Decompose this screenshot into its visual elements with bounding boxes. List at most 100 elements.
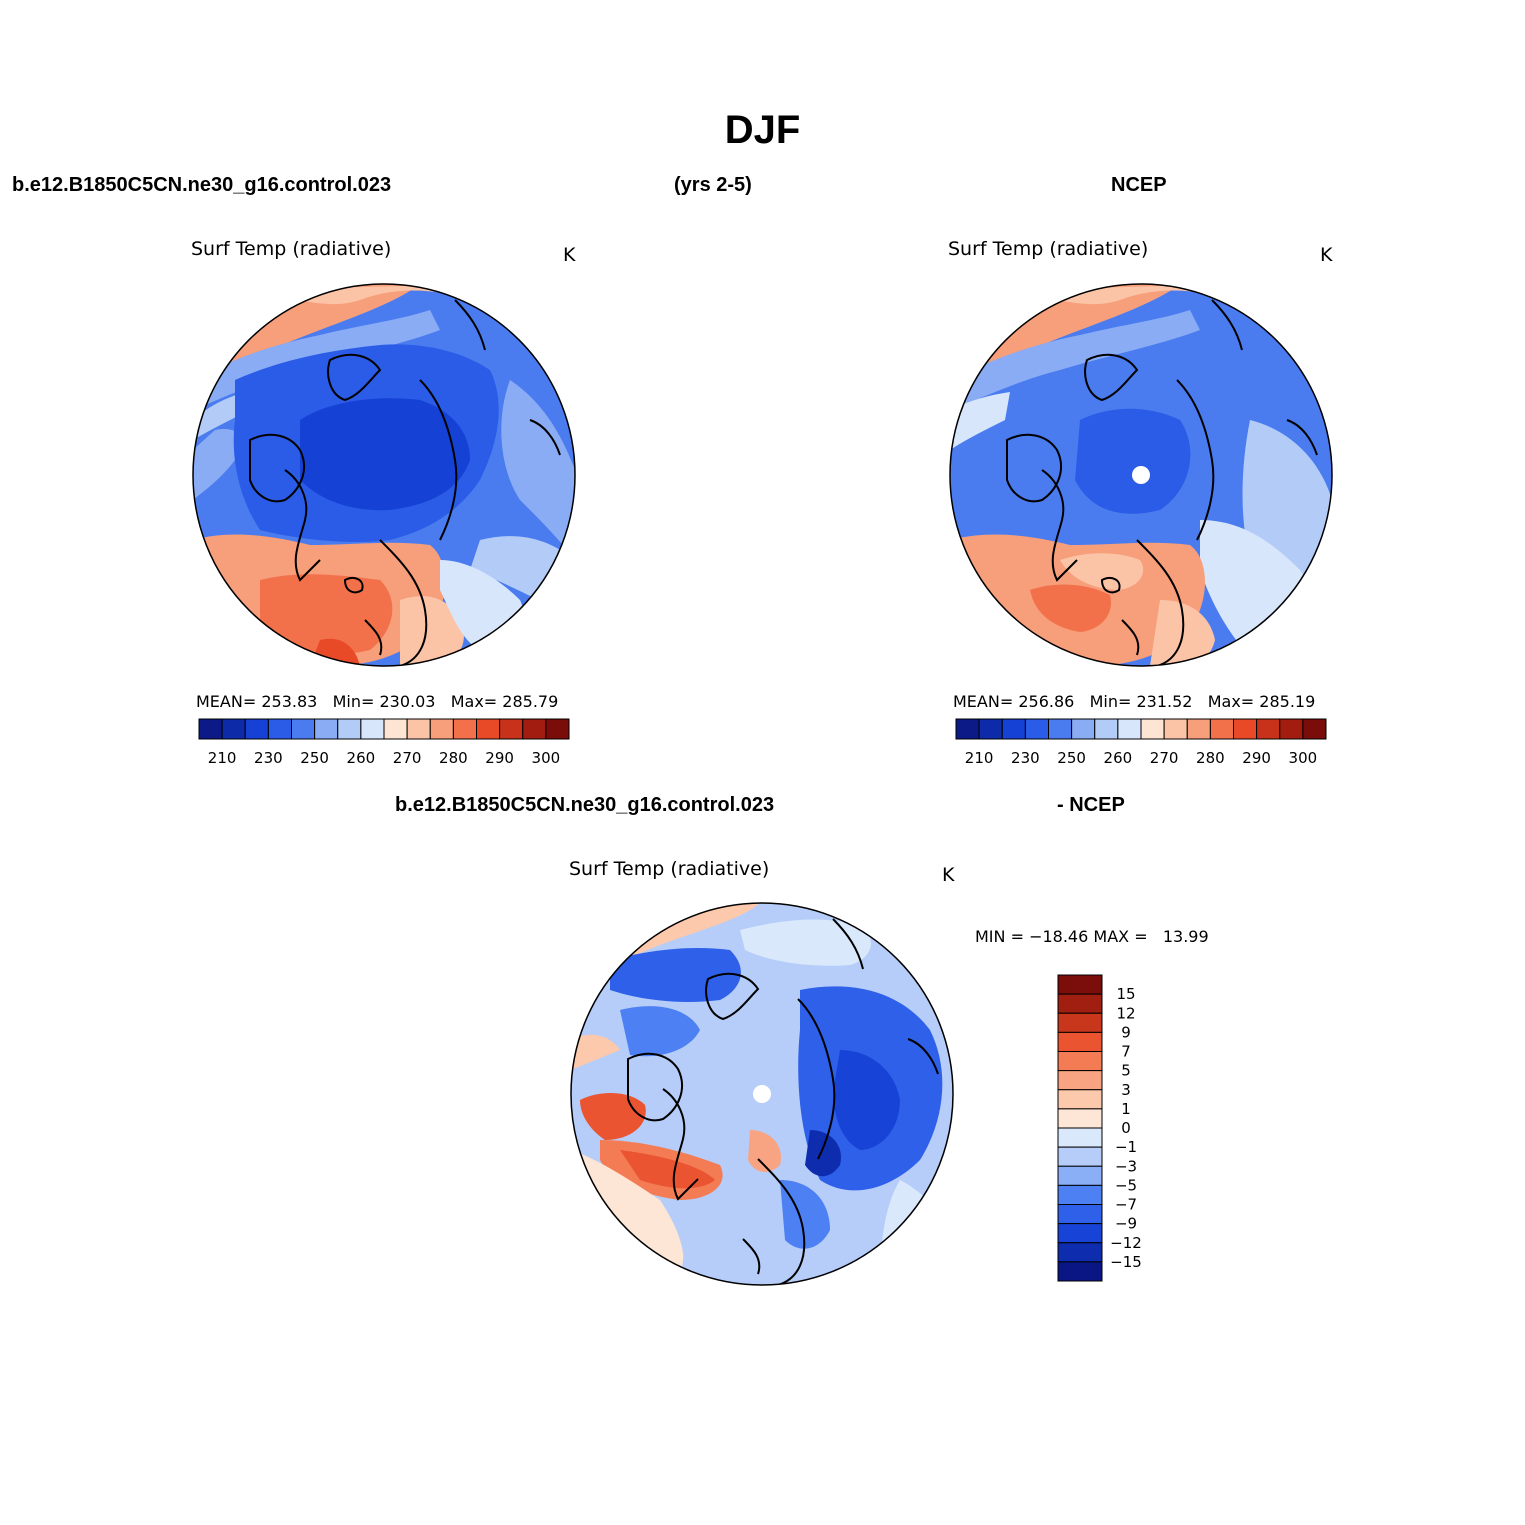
panel3-colorbar-swatch bbox=[1057, 1184, 1103, 1205]
panel2-colorbar-swatch bbox=[1233, 718, 1258, 740]
panel3-colorbar-tick-label: 0 bbox=[1121, 1119, 1131, 1137]
panel1-colorbar-tick-label: 210 bbox=[208, 749, 237, 767]
panel3-colorbar-swatch bbox=[1057, 1051, 1103, 1072]
panel3-colorbar-swatch bbox=[1057, 1146, 1103, 1167]
panel1-colorbar: 210 230 250 260 270 280 290 300 bbox=[198, 718, 570, 767]
panel3-colorbar-tick-label: 7 bbox=[1121, 1043, 1131, 1061]
panel3-colorbar-tick-label: −3 bbox=[1115, 1157, 1137, 1175]
panel2-colorbar-swatch bbox=[1048, 718, 1073, 740]
panel3-colorbar-swatch bbox=[1057, 1070, 1103, 1091]
panel1-map-border bbox=[192, 283, 576, 667]
panel3-colorbar-swatch bbox=[1057, 1165, 1103, 1186]
panel2-colorbar-swatch bbox=[1256, 718, 1281, 740]
panel3-colorbar-tick-label: −5 bbox=[1115, 1176, 1137, 1194]
panel2-colorbar-swatch bbox=[1117, 718, 1142, 740]
panel3-max-label: MAX = bbox=[1093, 927, 1148, 946]
years-header: (yrs 2-5) bbox=[674, 174, 752, 196]
panel3-colorbar-tick-label: 1 bbox=[1121, 1100, 1131, 1118]
panel3-colorbar-tick-label: 12 bbox=[1116, 1004, 1135, 1022]
panel3-colorbar-tick-label: −7 bbox=[1115, 1196, 1137, 1214]
reference-header: NCEP bbox=[1111, 174, 1167, 196]
panel1-colorbar-swatch bbox=[314, 718, 339, 740]
panel1-colorbar-tick-label: 290 bbox=[485, 749, 514, 767]
panel3-colorbar-swatch bbox=[1057, 1089, 1103, 1110]
panel1-title: Surf Temp (radiative) bbox=[191, 238, 392, 260]
panel2-colorbar-tick-label: 230 bbox=[1011, 749, 1040, 767]
panel3-colorbar-tick-label: −12 bbox=[1110, 1234, 1142, 1252]
panel3-colorbar-tick-label: −9 bbox=[1115, 1215, 1137, 1233]
panel3-units: K bbox=[942, 864, 955, 886]
panel2-colorbar-swatch bbox=[1140, 718, 1165, 740]
panel2-colorbar-swatch bbox=[1024, 718, 1049, 740]
panel1-min-label: Min= bbox=[332, 692, 375, 711]
panel1-colorbar-tick-label: 280 bbox=[439, 749, 468, 767]
panel2-colorbar-tick-label: 210 bbox=[965, 749, 994, 767]
panel3-title: Surf Temp (radiative) bbox=[569, 858, 770, 880]
panel2-colorbar-tick-label: 280 bbox=[1196, 749, 1225, 767]
panel3-max: 13.99 bbox=[1162, 927, 1209, 946]
panel2-min: 231.52 bbox=[1136, 692, 1193, 711]
panel2-colorbar-swatch bbox=[1302, 718, 1327, 740]
panel2-map-border bbox=[949, 283, 1333, 667]
panel1-mean-label: MEAN= bbox=[196, 692, 257, 711]
panel1-colorbar-swatch bbox=[267, 718, 292, 740]
panel3-colorbar-swatch bbox=[1057, 1261, 1103, 1282]
panel3-colorbar-swatch bbox=[1057, 1031, 1103, 1052]
panel2-colorbar: 210 230 250 260 270 280 290 300 bbox=[955, 718, 1327, 767]
panel2-colorbar-swatch bbox=[1279, 718, 1304, 740]
panel3-colorbar-tick-label: 5 bbox=[1121, 1062, 1131, 1080]
panel1-colorbar-swatch bbox=[476, 718, 501, 740]
diff-ref-header: - NCEP bbox=[1057, 794, 1125, 816]
panel2-min-label: Min= bbox=[1089, 692, 1132, 711]
panel2-colorbar-swatch bbox=[955, 718, 980, 740]
panel3-map bbox=[570, 902, 954, 1286]
panel3-colorbar-swatch bbox=[1057, 1012, 1103, 1033]
panel1-colorbar-swatch bbox=[291, 718, 316, 740]
panel1-colorbar-tick-label: 250 bbox=[300, 749, 329, 767]
panel2-colorbar-tick-label: 260 bbox=[1104, 749, 1133, 767]
panel2-colorbar-tick-label: 300 bbox=[1289, 749, 1318, 767]
panel2-mean: 256.86 bbox=[1018, 692, 1075, 711]
panel1-colorbar-swatch bbox=[452, 718, 477, 740]
panel3-colorbar-swatch bbox=[1057, 1204, 1103, 1225]
panel1-colorbar-swatch bbox=[406, 718, 431, 740]
panel1-colorbar-swatch bbox=[545, 718, 570, 740]
panel2-mean-label: MEAN= bbox=[953, 692, 1014, 711]
panel3-map-border bbox=[570, 902, 954, 1286]
panel2-stats: MEAN= 256.86 Min= 231.52 Max= 285.19 bbox=[953, 692, 1315, 711]
panel3-colorbar-tick-label: 3 bbox=[1121, 1081, 1131, 1099]
panel3-min-label: MIN = bbox=[975, 927, 1024, 946]
panel1-max-label: Max= bbox=[450, 692, 498, 711]
panel2-colorbar-swatch bbox=[1094, 718, 1119, 740]
panel2-max: 285.19 bbox=[1259, 692, 1316, 711]
panel1-colorbar-swatch bbox=[360, 718, 385, 740]
panel3-colorbar-swatch bbox=[1057, 1223, 1103, 1244]
panel2-colorbar-swatch bbox=[1001, 718, 1026, 740]
panel3-colorbar-swatch bbox=[1057, 993, 1103, 1014]
panel2-title: Surf Temp (radiative) bbox=[948, 238, 1149, 260]
panel1-colorbar-swatch bbox=[383, 718, 408, 740]
panel1-max: 285.79 bbox=[502, 692, 559, 711]
panel1-min: 230.03 bbox=[379, 692, 436, 711]
panel1-colorbar-tick-label: 230 bbox=[254, 749, 283, 767]
panel2-max-label: Max= bbox=[1207, 692, 1255, 711]
panel3-colorbar-tick-label: −1 bbox=[1115, 1138, 1137, 1156]
panel3-colorbar-tick-label: 15 bbox=[1116, 985, 1135, 1003]
panel3-colorbar-swatch bbox=[1057, 1127, 1103, 1148]
panel1-map bbox=[192, 283, 576, 667]
panel1-colorbar-swatch bbox=[244, 718, 269, 740]
panel2-colorbar-swatch bbox=[1186, 718, 1211, 740]
panel1-mean: 253.83 bbox=[261, 692, 318, 711]
case-name-header: b.e12.B1850C5CN.ne30_g16.control.023 bbox=[12, 174, 392, 196]
panel2-colorbar-tick-label: 250 bbox=[1057, 749, 1086, 767]
diff-case-header: b.e12.B1850C5CN.ne30_g16.control.023 bbox=[395, 794, 775, 816]
panel1-colorbar-swatch bbox=[337, 718, 362, 740]
panel1-colorbar-tick-label: 260 bbox=[347, 749, 376, 767]
panel1-stats: MEAN= 253.83 Min= 230.03 Max= 285.79 bbox=[196, 692, 558, 711]
panel1-units: K bbox=[563, 244, 576, 266]
panel1-colorbar-swatch bbox=[522, 718, 547, 740]
panel3-colorbar-swatch bbox=[1057, 1242, 1103, 1263]
panel2-colorbar-swatch bbox=[1209, 718, 1234, 740]
panel1-colorbar-swatch bbox=[221, 718, 246, 740]
